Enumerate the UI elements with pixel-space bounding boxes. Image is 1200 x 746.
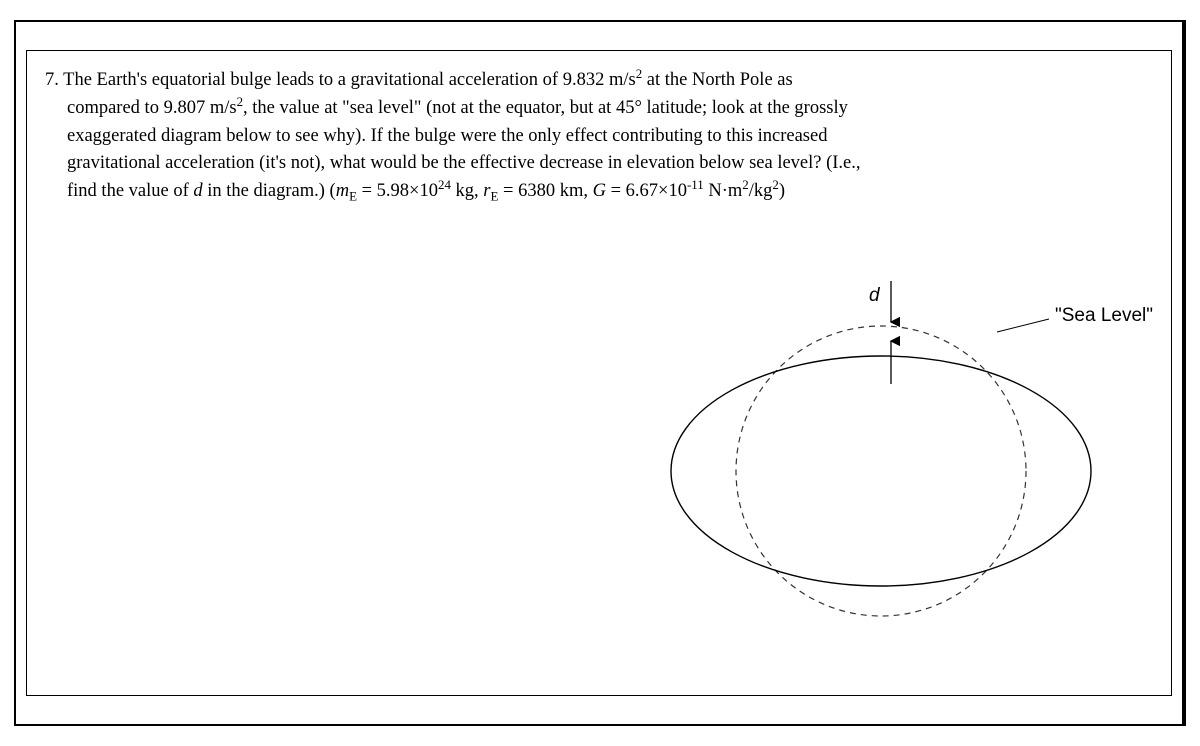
- text-line5-part2: in the diagram.) (: [203, 181, 336, 201]
- earth-bulge-diagram: d: [631, 246, 1151, 626]
- sea-level-pointer: [997, 319, 1049, 332]
- exp-neg11: -11: [687, 177, 704, 192]
- indent-line2: compared to 9.807 m/s2, the value at "se…: [67, 95, 1153, 123]
- text-line5-part8: /kg: [749, 181, 773, 201]
- text-line5-part5: = 6380 km,: [498, 181, 592, 201]
- variable-G: G: [593, 181, 606, 201]
- text-line5-part9: ): [779, 181, 785, 201]
- text-line1-part2: at the North Pole as: [642, 70, 793, 90]
- indent-line3: exaggerated diagram below to see why). I…: [67, 123, 1153, 151]
- text-line5-part4: kg,: [451, 181, 483, 201]
- variable-d: d: [193, 181, 202, 201]
- problem-text: 7. The Earth's equatorial bulge leads to…: [45, 67, 1153, 206]
- problem-container: 7. The Earth's equatorial bulge leads to…: [26, 50, 1172, 696]
- diagram-container: d "Sea Level": [631, 246, 1151, 626]
- text-line5-part6: = 6.67×10: [606, 181, 687, 201]
- variable-m: m: [336, 181, 349, 201]
- indent-line4: gravitational acceleration (it's not), w…: [67, 150, 1153, 178]
- text-line2-part2: , the value at "sea level" (not at the e…: [243, 98, 848, 118]
- sea-level-circle: [736, 326, 1026, 616]
- earth-ellipse: [671, 356, 1091, 586]
- indent-line5: find the value of d in the diagram.) (mE…: [67, 178, 1153, 206]
- exp-24: 24: [438, 177, 451, 192]
- subscript-E1: E: [349, 189, 357, 204]
- text-line1-part1: The Earth's equatorial bulge leads to a …: [63, 70, 636, 90]
- text-line5-part7: N·m: [704, 181, 743, 201]
- d-label: d: [869, 285, 881, 306]
- problem-number: 7.: [45, 70, 59, 90]
- text-line2-part1: compared to 9.807 m/s: [67, 98, 237, 118]
- sea-level-label: "Sea Level": [1055, 305, 1153, 327]
- text-line5-part1: find the value of: [67, 181, 193, 201]
- page-border: 7. The Earth's equatorial bulge leads to…: [14, 20, 1186, 726]
- text-line5-part3: = 5.98×10: [357, 181, 438, 201]
